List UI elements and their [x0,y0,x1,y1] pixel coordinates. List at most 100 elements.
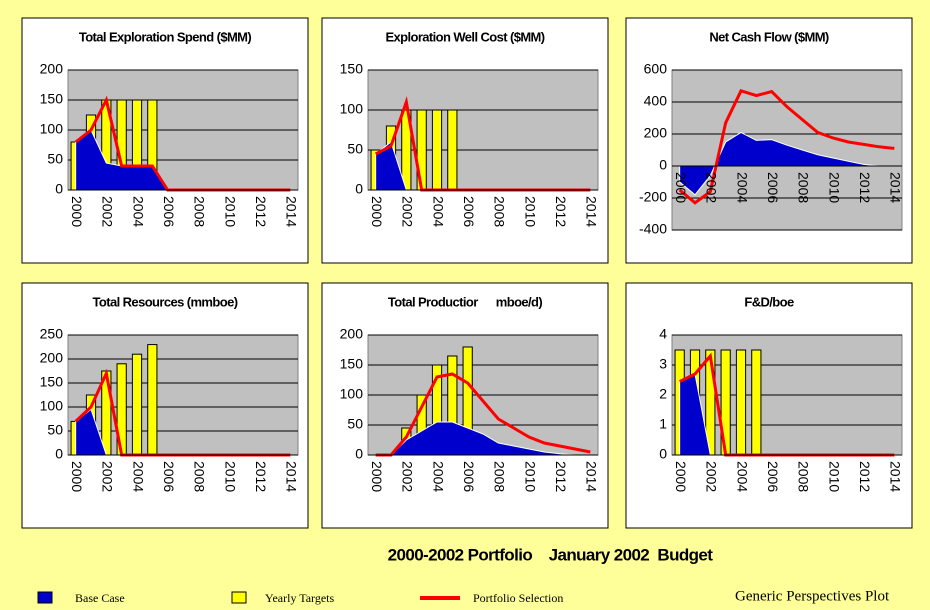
x-tick-label: 2002 [704,461,720,492]
x-tick-label: 2010 [222,461,238,492]
chart-title: F&D/boe [744,294,794,309]
x-tick-label: 2004 [130,461,146,492]
y-tick-label: 150 [40,91,64,107]
bar [131,353,143,456]
x-tick-label: 2000 [69,461,85,492]
y-tick-label: 0 [355,446,363,462]
x-tick-label: 2006 [765,172,781,203]
legend-label: Yearly Targets [265,591,334,605]
x-tick-label: 2014 [284,461,300,492]
x-tick-label: 2002 [704,172,720,203]
x-tick-label: 2012 [253,196,269,227]
x-tick-label: 2010 [222,196,238,227]
x-tick-label: 2008 [796,461,812,492]
y-tick-label: 150 [340,61,364,77]
y-tick-label: -200 [639,189,667,205]
line [678,88,895,205]
line [375,372,591,457]
x-tick-label: 2010 [826,461,842,492]
x-tick-label: 2012 [857,461,873,492]
y-tick-label: 100 [340,386,364,402]
x-tick-label: 2000 [369,461,385,492]
footer-title: 2000-2002 Portfolio January 2002 Budget [388,545,714,564]
x-tick-label: 2002 [100,196,116,227]
x-tick-label: 2004 [430,461,446,492]
x-tick-label: 2012 [553,461,569,492]
y-tick-label: 50 [347,141,363,157]
y-tick-label: 0 [55,181,63,197]
x-tick-label: 2012 [857,172,873,203]
bar [431,109,443,191]
x-tick-label: 2000 [69,196,85,227]
y-tick-label: 200 [40,61,64,77]
x-tick-label: 2004 [130,196,146,227]
legend-label: Base Case [75,591,125,605]
chart-title: Exploration Well Cost ($MM) [385,29,544,44]
chart-title: Total Productior mboe/d) [388,294,543,309]
x-tick-label: 2008 [192,196,208,227]
x-tick-label: 2008 [796,172,812,203]
y-tick-label: 3 [659,356,667,372]
legend-swatch [37,591,53,604]
bar [447,109,458,191]
y-tick-label: -400 [639,221,667,237]
y-tick-label: 200 [644,125,668,141]
bar [735,349,747,456]
chart-title: Total Resources (mmboe) [93,294,238,309]
y-tick-label: 50 [47,422,63,438]
x-tick-label: 2004 [734,461,750,492]
x-tick-label: 2014 [584,461,600,492]
x-tick-label: 2008 [192,461,208,492]
x-tick-label: 2008 [492,461,508,492]
legend-swatch [231,591,247,604]
y-tick-label: 0 [355,181,363,197]
area [679,131,895,196]
chart-title: Net Cash Flow ($MM) [709,29,829,44]
y-tick-label: 0 [659,446,667,462]
x-tick-label: 2012 [553,196,569,227]
x-tick-label: 2014 [284,196,300,227]
x-tick-label: 2006 [161,196,177,227]
y-tick-label: 50 [47,151,63,167]
y-tick-label: 50 [347,416,363,432]
x-tick-label: 2014 [584,196,600,227]
y-tick-label: 100 [40,121,64,137]
x-tick-label: 2000 [673,172,689,203]
x-tick-label: 2002 [100,461,116,492]
x-tick-label: 2002 [400,461,416,492]
x-tick-label: 2010 [522,461,538,492]
y-tick-label: 150 [340,356,364,372]
y-tick-label: 100 [340,101,364,117]
y-tick-label: 4 [659,326,667,342]
x-tick-label: 2012 [253,461,269,492]
y-tick-label: 400 [644,93,668,109]
caption: Generic Perspectives Plot [735,588,890,604]
x-tick-label: 2006 [461,196,477,227]
y-tick-label: 0 [55,446,63,462]
x-tick-label: 2000 [673,461,689,492]
y-tick-label: 200 [340,326,364,342]
x-tick-label: 2008 [492,196,508,227]
y-tick-label: 1 [659,416,667,432]
y-tick-label: 200 [40,350,64,366]
area [375,421,591,456]
y-tick-label: 150 [40,374,64,390]
y-tick-label: 2 [659,386,667,402]
x-tick-label: 2002 [400,196,416,227]
y-tick-label: 250 [40,326,64,342]
legend-label: Portfolio Selection [473,591,563,605]
chart-title: Total Exploration Spend ($MM) [79,29,252,44]
x-tick-label: 2010 [522,196,538,227]
x-tick-label: 2014 [888,461,904,492]
x-tick-label: 2006 [161,461,177,492]
x-tick-label: 2006 [461,461,477,492]
y-tick-label: 100 [40,398,64,414]
bar [147,344,158,456]
x-tick-label: 2014 [888,172,904,203]
x-tick-label: 2004 [430,196,446,227]
x-tick-label: 2000 [369,196,385,227]
x-tick-label: 2010 [826,172,842,203]
y-tick-label: 0 [659,157,667,173]
bar [751,349,762,456]
